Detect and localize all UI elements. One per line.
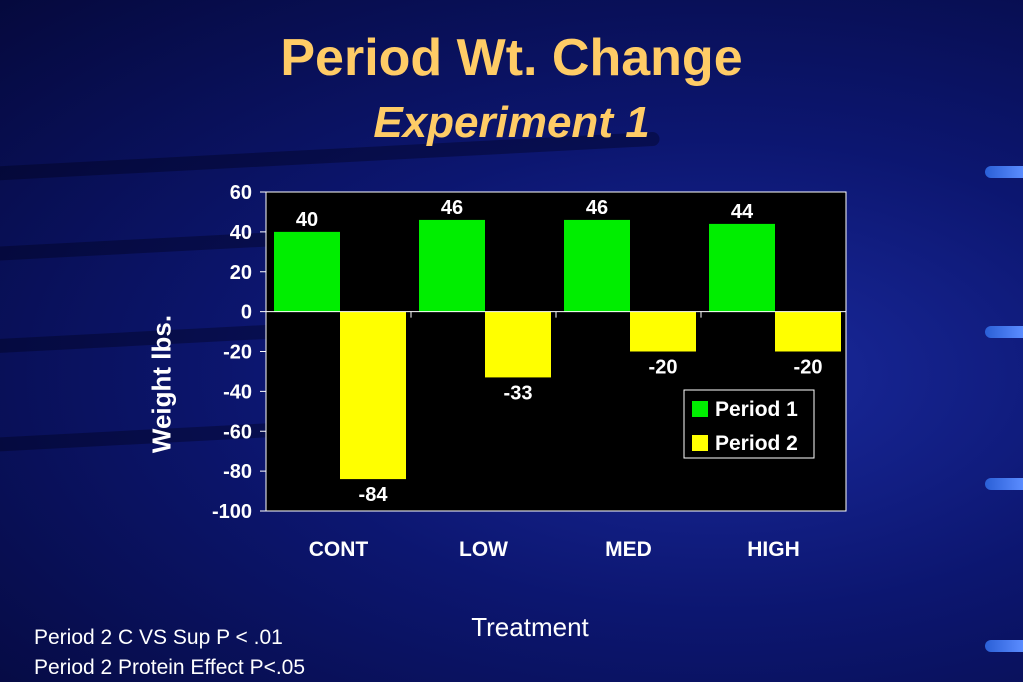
bar-period-1 — [564, 219, 630, 312]
data-label: 46 — [441, 197, 463, 219]
y-tick-label: -80 — [223, 461, 252, 483]
bar-period-1 — [419, 219, 485, 312]
bar-period-2 — [630, 311, 696, 352]
y-tick-label: 40 — [230, 222, 252, 244]
data-label: -33 — [504, 382, 533, 404]
data-label: 46 — [586, 197, 608, 219]
bar-period-2 — [775, 311, 841, 352]
data-label: -20 — [649, 357, 678, 379]
legend-swatch — [692, 435, 708, 451]
legend-swatch — [692, 401, 708, 417]
y-axis-label: Weight lbs. — [146, 314, 177, 454]
bar-period-2 — [340, 311, 406, 480]
x-tick-label: MED — [605, 538, 652, 561]
slide-accent — [985, 166, 1023, 178]
y-tick-label: -60 — [223, 421, 252, 443]
y-tick-label: -20 — [223, 342, 252, 364]
y-tick-label: 20 — [230, 262, 252, 284]
x-tick-label: HIGH — [747, 538, 800, 561]
y-tick-label: -40 — [223, 381, 252, 403]
bar-period-2 — [485, 311, 551, 378]
slide-title: Period Wt. Change — [280, 29, 743, 87]
legend-label: Period 1 — [715, 398, 798, 421]
footnote: Period 2 C VS Sup P < .01 — [34, 626, 283, 649]
legend-label: Period 2 — [715, 432, 798, 455]
bar-period-1 — [709, 223, 775, 312]
slide-accent — [985, 326, 1023, 338]
data-label: 40 — [296, 209, 318, 231]
data-label: -20 — [794, 357, 823, 379]
footnote: Period 2 Protein Effect P<.05 — [34, 656, 306, 679]
slide-accent — [985, 640, 1023, 652]
data-label: -84 — [359, 484, 389, 506]
y-tick-label: 0 — [241, 302, 252, 324]
y-tick-label: -100 — [212, 501, 252, 523]
x-axis-label: Treatment — [471, 612, 589, 642]
bar-period-1 — [274, 231, 340, 312]
x-tick-label: LOW — [459, 538, 508, 561]
slide-accent — [985, 478, 1023, 490]
slide-subtitle: Experiment 1 — [373, 98, 650, 147]
data-label: 44 — [731, 201, 754, 223]
y-tick-label: 60 — [230, 182, 252, 204]
x-tick-label: CONT — [309, 538, 369, 561]
